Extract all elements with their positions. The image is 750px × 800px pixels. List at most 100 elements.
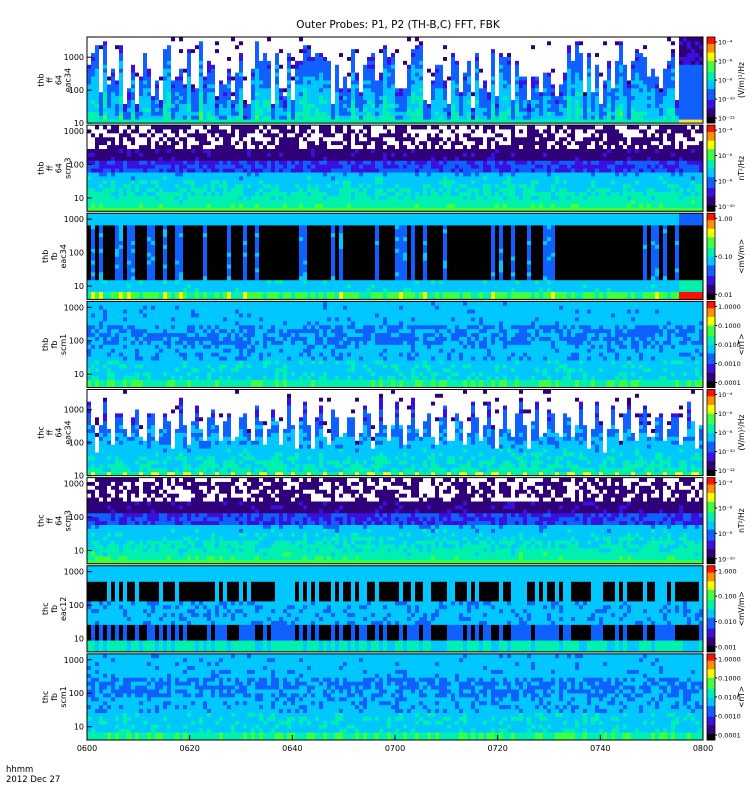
heatmap-cell: [119, 56, 124, 61]
heatmap-cell: [359, 60, 364, 65]
heatmap-cell: [163, 140, 168, 146]
heatmap-cell: [427, 91, 432, 97]
heatmap-cell: [427, 56, 432, 61]
heatmap-cell: [223, 203, 228, 208]
heatmap-cell: [231, 176, 236, 181]
heatmap-cell: [639, 64, 644, 69]
heatmap-cell: [583, 115, 588, 120]
heatmap-cell: [275, 179, 280, 185]
heatmap-cell: [435, 83, 440, 89]
heatmap-cell: [379, 80, 384, 85]
heatmap-cell: [283, 144, 288, 150]
heatmap-cell: [499, 91, 504, 97]
heatmap-cell: [291, 56, 296, 61]
heatmap-cell: [219, 164, 224, 169]
heatmap-cell: [119, 103, 124, 108]
heatmap-cell: [343, 164, 348, 169]
heatmap-cell: [335, 176, 340, 181]
heatmap-cell: [279, 132, 284, 138]
heatmap-cell: [243, 187, 248, 193]
heatmap-cell: [523, 68, 528, 73]
heatmap-cell: [91, 48, 96, 54]
heatmap-cell: [171, 40, 176, 46]
heatmap-cell: [343, 187, 348, 193]
heatmap-cell: [391, 72, 396, 77]
heatmap-cell: [203, 40, 208, 46]
heatmap-cell: [263, 179, 268, 185]
heatmap-cell: [527, 44, 532, 50]
heatmap-cell: [123, 91, 128, 97]
heatmap-cell: [447, 68, 452, 73]
heatmap-cell: [479, 44, 484, 50]
heatmap-cell: [235, 107, 240, 112]
heatmap-cell: [199, 48, 204, 54]
heatmap-cell: [443, 48, 448, 54]
heatmap-cell: [143, 68, 148, 73]
heatmap-cell: [327, 132, 332, 138]
heatmap-cell: [343, 95, 348, 101]
heatmap-cell: [135, 152, 140, 157]
heatmap-cell: [227, 136, 232, 142]
heatmap-cell: [571, 111, 576, 116]
heatmap-cell: [403, 119, 408, 124]
heatmap-cell: [175, 183, 180, 189]
heatmap-cell: [243, 119, 248, 124]
heatmap-cell: [587, 83, 592, 89]
heatmap-cell: [451, 44, 456, 50]
heatmap-cell: [559, 40, 564, 46]
heatmap-cell: [163, 187, 168, 193]
colorbar-swatch: [707, 99, 715, 102]
heatmap-cell: [631, 64, 636, 69]
heatmap-cell: [175, 187, 180, 193]
heatmap-cell: [159, 44, 164, 50]
heatmap-cell: [675, 95, 680, 101]
heatmap-cell: [663, 37, 668, 42]
heatmap-cell: [535, 115, 540, 120]
heatmap-cell: [99, 91, 104, 97]
heatmap-cell: [355, 64, 360, 69]
heatmap-cell: [651, 52, 656, 57]
heatmap-cell: [259, 80, 264, 85]
heatmap-cell: [207, 76, 212, 81]
heatmap-cell: [359, 136, 364, 142]
heatmap-cell: [435, 48, 440, 54]
heatmap-cell: [339, 87, 344, 93]
heatmap-cell: [283, 95, 288, 101]
heatmap-cell: [315, 172, 320, 177]
heatmap-cell: [539, 87, 544, 93]
heatmap-cell: [351, 168, 356, 173]
heatmap-cell: [595, 76, 600, 81]
heatmap-cell: [271, 87, 276, 93]
heatmap-cell: [331, 111, 336, 116]
heatmap-cell: [359, 199, 364, 204]
heatmap-cell: [651, 91, 656, 97]
heatmap-cell: [303, 60, 308, 65]
heatmap-cell: [659, 52, 664, 57]
heatmap-cell: [463, 87, 468, 93]
heatmap-cell: [335, 72, 340, 77]
heatmap-cell: [351, 115, 356, 120]
heatmap-cell: [687, 95, 692, 101]
heatmap-cell: [379, 111, 384, 116]
heatmap-cell: [191, 115, 196, 120]
heatmap-cell: [283, 87, 288, 93]
heatmap-cell: [419, 60, 424, 65]
heatmap-cell: [103, 72, 108, 77]
heatmap-cell: [255, 52, 260, 57]
heatmap-cell: [331, 164, 336, 169]
heatmap-cell: [667, 115, 672, 120]
heatmap-cell: [423, 76, 428, 81]
heatmap-cell: [339, 76, 344, 81]
heatmap-cell: [631, 40, 636, 46]
heatmap-cell: [355, 148, 360, 153]
heatmap-cell: [675, 52, 680, 57]
heatmap-cell: [467, 119, 472, 124]
heatmap-cell: [431, 60, 436, 65]
heatmap-cell: [239, 207, 244, 212]
heatmap-cell: [527, 68, 532, 73]
heatmap-cell: [287, 160, 292, 165]
heatmap-cell: [311, 44, 316, 50]
heatmap-cell: [179, 44, 184, 50]
heatmap-cell: [575, 37, 580, 42]
heatmap-cell: [139, 64, 144, 69]
